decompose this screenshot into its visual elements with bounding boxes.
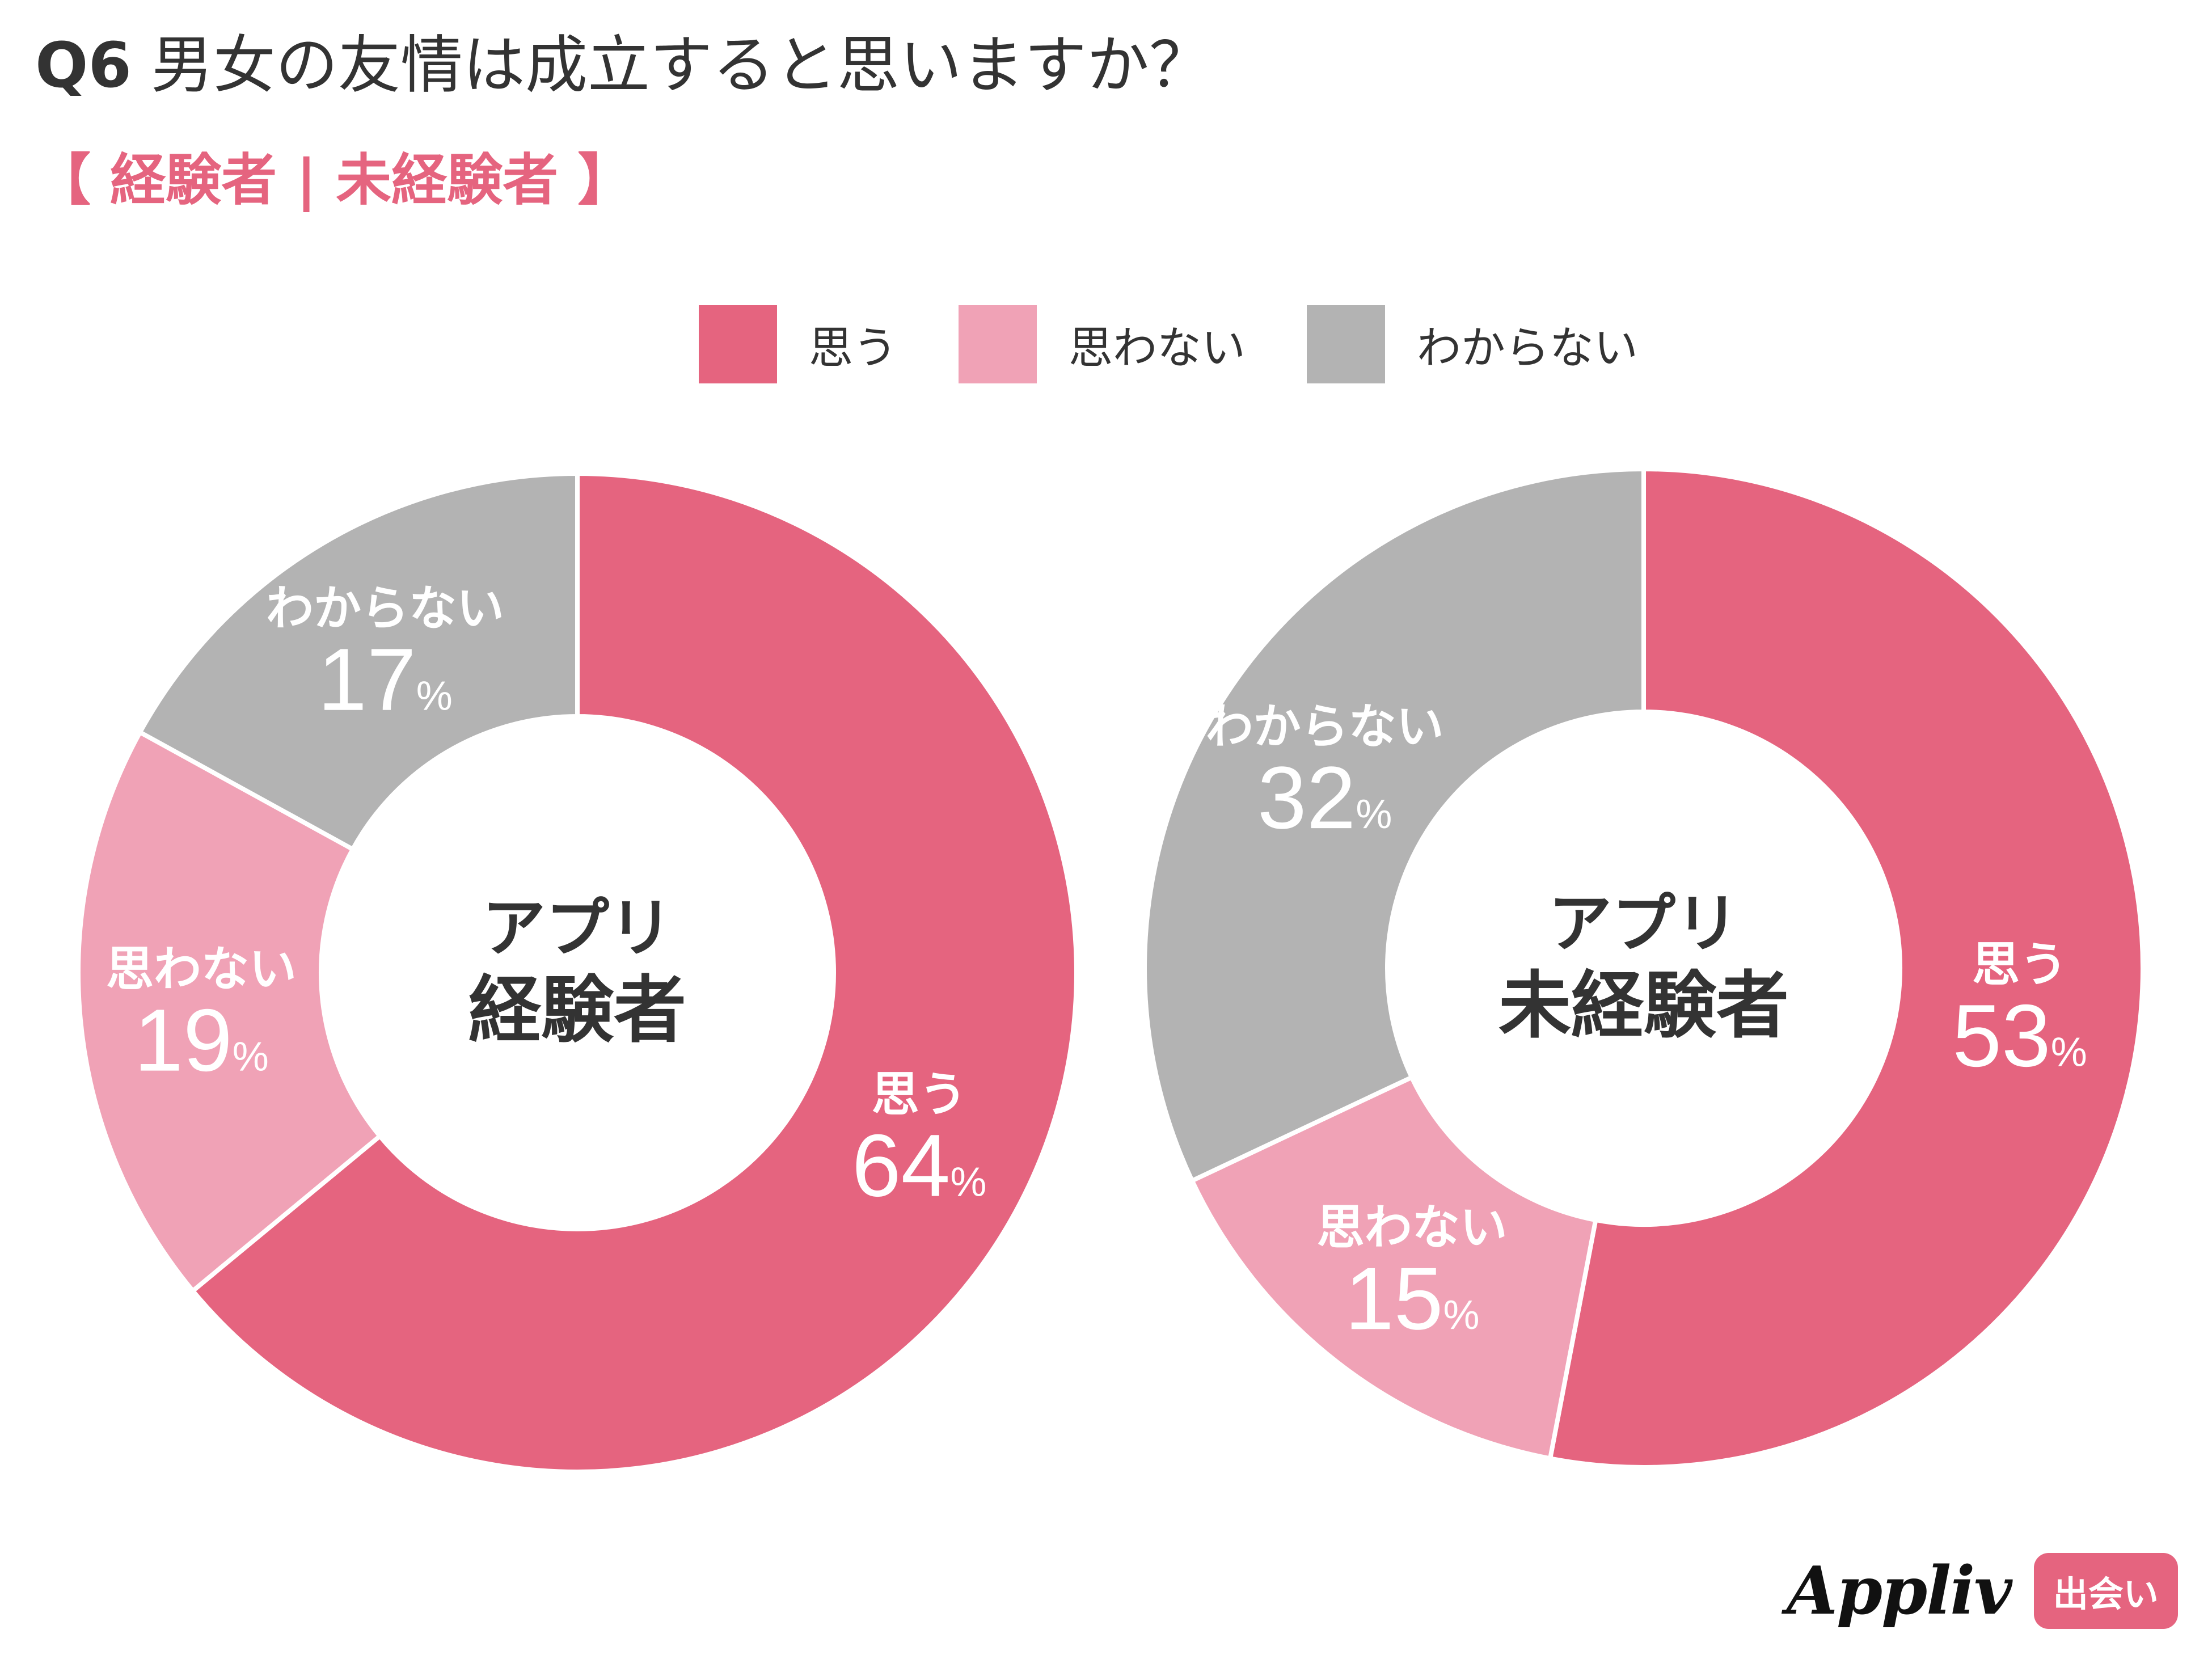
data-label-value: 64 [852, 1117, 951, 1215]
data-label-value: 32 [1257, 749, 1356, 847]
legend-swatch-yes [699, 305, 777, 383]
data-label-value: 53 [1952, 987, 2051, 1086]
brand-logo: Appliv [1787, 1552, 2012, 1630]
slice-no [1189, 1074, 1598, 1462]
subtitle: 【 経験者 | 未経験者 】 [35, 148, 634, 213]
data-label-yes: 53% [1952, 987, 2087, 1086]
data-label-yes: 64% [852, 1117, 987, 1215]
question-number: Q6 [35, 29, 132, 102]
center-label-line-2: 未経験者 [1498, 964, 1789, 1048]
brand: Appliv 出会い [1787, 1552, 2178, 1630]
slice-label-unknown: わからない [266, 581, 504, 636]
data-label-value: 19 [134, 991, 233, 1090]
legend-swatch-no [959, 305, 1037, 383]
data-label-unit: % [2051, 1030, 2087, 1075]
center-label-line-1: アプリ [482, 892, 673, 965]
slice-unknown [137, 471, 580, 852]
slice-yes [189, 471, 1079, 1474]
data-label-value: 17 [318, 631, 416, 729]
slice-unknown [1142, 466, 1646, 1184]
slice-no [76, 729, 383, 1294]
legend-item-yes: 思う [699, 305, 897, 383]
legend-item-no: 思わない [959, 305, 1246, 383]
data-label-no: 19% [134, 991, 269, 1090]
brand-badge: 出会い [2033, 1553, 2178, 1629]
data-label-unit: % [1443, 1293, 1480, 1338]
question-text: 男女の友情は成立すると思いますか？ [151, 29, 1212, 102]
legend-label-unknown: わからない [1417, 323, 1639, 374]
slice-label-no: 思わない [1317, 1200, 1508, 1255]
data-label-no: 15% [1345, 1249, 1480, 1348]
legend-label-no: 思わない [1069, 323, 1246, 374]
data-label-unit: % [416, 674, 453, 719]
slice-label-unknown: わからない [1206, 699, 1444, 754]
slice-label-no: 思わない [106, 942, 297, 997]
data-label-unknown: 32% [1257, 749, 1392, 847]
page-title: Q6 男女の友情は成立すると思いますか？ [35, 23, 1211, 108]
data-label-unit: % [950, 1160, 986, 1205]
data-label-value: 15 [1345, 1249, 1443, 1348]
data-label-unit: % [1356, 792, 1392, 837]
legend-swatch-unknown [1307, 305, 1386, 383]
center-label-line-2: 経験者 [468, 968, 686, 1053]
data-label-unit: % [233, 1035, 269, 1080]
slice-yes [1547, 466, 2146, 1470]
slice-label-yes: 思う [872, 1067, 967, 1122]
slice-label-yes: 思う [1972, 937, 2067, 993]
legend-label-yes: 思う [809, 323, 898, 374]
data-label-unknown: 17% [318, 631, 453, 729]
center-label-line-1: アプリ [1548, 887, 1739, 961]
legend: 思う 思わない わからない [699, 305, 1699, 383]
legend-item-unknown: わからない [1307, 305, 1638, 383]
